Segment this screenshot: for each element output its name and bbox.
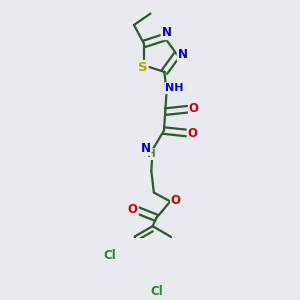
Text: Cl: Cl xyxy=(104,249,116,262)
Text: S: S xyxy=(138,61,148,74)
Text: Cl: Cl xyxy=(150,285,163,298)
Text: N: N xyxy=(161,26,172,39)
Text: NH: NH xyxy=(165,83,184,93)
Text: O: O xyxy=(128,203,138,216)
Text: O: O xyxy=(188,127,197,140)
Text: N: N xyxy=(140,142,151,155)
Text: O: O xyxy=(171,194,181,207)
Text: H: H xyxy=(147,149,156,159)
Text: N: N xyxy=(178,48,188,61)
Text: O: O xyxy=(189,102,199,115)
